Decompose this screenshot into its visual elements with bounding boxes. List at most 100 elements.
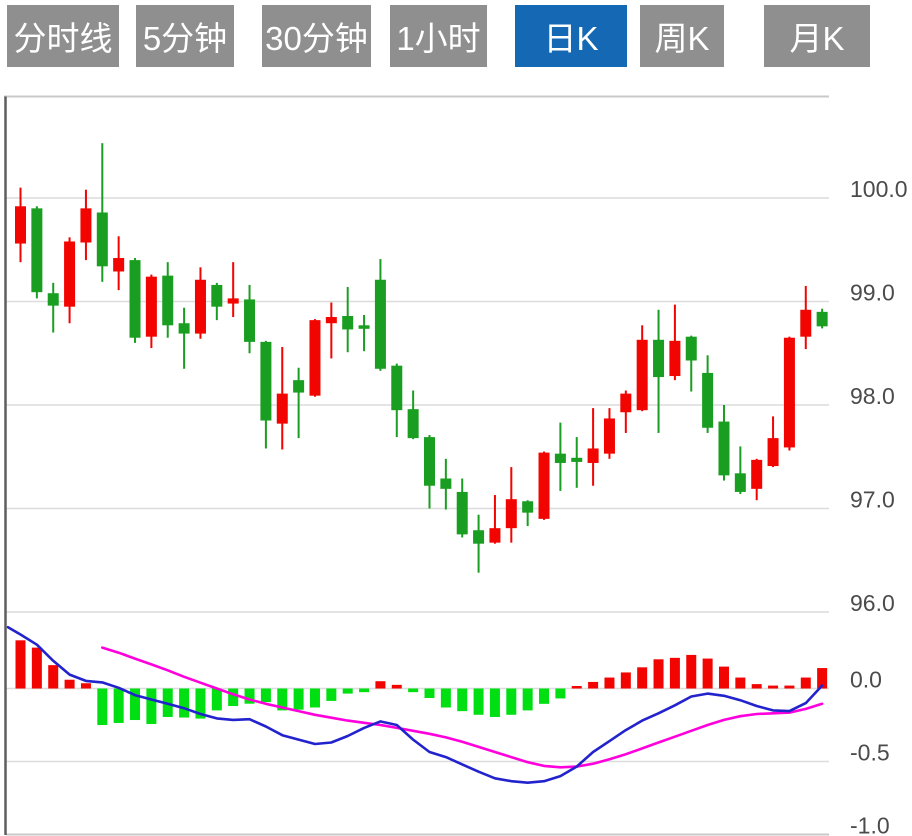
macd-bar	[539, 688, 550, 704]
candle-wick	[690, 335, 693, 392]
candle-body	[636, 339, 648, 411]
candle	[587, 408, 599, 486]
tab-weekly-k[interactable]: 周K	[640, 5, 724, 67]
macd-bar	[702, 658, 713, 689]
macd-bar	[15, 640, 26, 689]
macd-tick--1.0-label: -1.0	[850, 813, 890, 836]
macd-bar	[555, 688, 566, 699]
candle-body	[620, 393, 632, 413]
tab-5min[interactable]: 5分钟	[136, 5, 234, 67]
candle-body	[309, 320, 321, 396]
candle-wick	[477, 514, 480, 573]
macd-bar	[735, 677, 746, 689]
macd-bar	[113, 688, 124, 723]
candle-body	[374, 279, 386, 369]
candle	[96, 143, 108, 282]
candle-body	[407, 409, 419, 439]
candle-body	[31, 208, 43, 293]
macd-bar	[604, 677, 615, 689]
candle	[767, 416, 779, 468]
macd-bar	[473, 688, 484, 715]
candle	[391, 363, 403, 438]
candle-body	[603, 418, 615, 454]
candle	[522, 500, 534, 527]
price-tick-98.0-label: 98.0	[850, 383, 895, 409]
candle-body	[587, 448, 599, 463]
candle-body	[669, 340, 681, 377]
tab-1hour[interactable]: 1小时	[390, 5, 487, 67]
candle	[473, 514, 485, 573]
candle	[80, 189, 92, 261]
candle	[751, 458, 763, 501]
candle-wick	[739, 446, 742, 495]
tab-daily-k[interactable]: 日K	[515, 5, 627, 67]
candle	[816, 308, 828, 329]
candle	[440, 458, 452, 510]
tab-monthly-k[interactable]: 月K	[764, 5, 870, 67]
candle	[554, 422, 566, 491]
candle-body	[145, 276, 157, 337]
candle	[636, 325, 648, 412]
candle	[505, 467, 517, 543]
candle	[653, 309, 665, 433]
tab-time-line[interactable]: 分时线	[7, 5, 119, 67]
price-tick-99.0-label: 99.0	[850, 280, 895, 306]
macd-bar	[146, 688, 157, 724]
candle-body	[751, 459, 763, 489]
candle	[571, 437, 583, 488]
candle	[15, 187, 26, 263]
macd-bar	[457, 688, 468, 712]
candle-body	[473, 530, 485, 544]
macd-bar	[277, 688, 288, 711]
candle-body	[685, 336, 697, 361]
macd-bar	[64, 679, 75, 689]
candle	[702, 355, 714, 433]
candle-body	[456, 491, 468, 535]
candle	[538, 451, 550, 520]
candle	[489, 495, 501, 544]
macd-bar	[440, 688, 451, 708]
macd-bar	[391, 684, 402, 689]
macd-bar	[522, 688, 533, 711]
candle-wick	[330, 302, 333, 359]
candle-body	[244, 299, 256, 342]
candle-body	[129, 260, 141, 338]
candle	[309, 319, 321, 397]
price-tick-100.0-label: 100.0	[850, 176, 908, 202]
candle	[424, 435, 435, 509]
candle	[407, 390, 419, 440]
macd-bar	[506, 688, 517, 715]
dif-line	[6, 625, 824, 785]
macd-bar	[211, 688, 222, 711]
candle	[194, 267, 206, 339]
macd-tick-0.0-label: 0.0	[850, 667, 882, 693]
candle	[31, 206, 43, 299]
candle-body	[440, 478, 452, 489]
candle-body	[162, 275, 174, 326]
macd-bar	[260, 688, 271, 703]
macd-bar	[489, 688, 500, 717]
candle	[783, 336, 795, 451]
candle	[211, 282, 223, 321]
tab-30min[interactable]: 30分钟	[262, 5, 371, 67]
candle	[374, 259, 386, 371]
macd-bar	[31, 647, 42, 689]
candle-body	[113, 258, 125, 272]
candle-body	[276, 393, 288, 424]
candle-wick	[183, 307, 186, 369]
candle-body	[783, 337, 795, 448]
candle	[718, 405, 730, 481]
candle	[620, 390, 632, 433]
candle	[734, 446, 746, 495]
macd-bar	[228, 688, 239, 707]
macd-bar	[424, 688, 435, 698]
candle-body	[80, 208, 92, 243]
candle-body	[178, 323, 190, 334]
macd-bar	[48, 665, 59, 689]
candle-body	[702, 372, 714, 428]
macd-bar	[686, 654, 697, 689]
price-pane	[15, 143, 828, 573]
macd-bar	[359, 688, 370, 693]
candle-wick	[52, 282, 55, 333]
